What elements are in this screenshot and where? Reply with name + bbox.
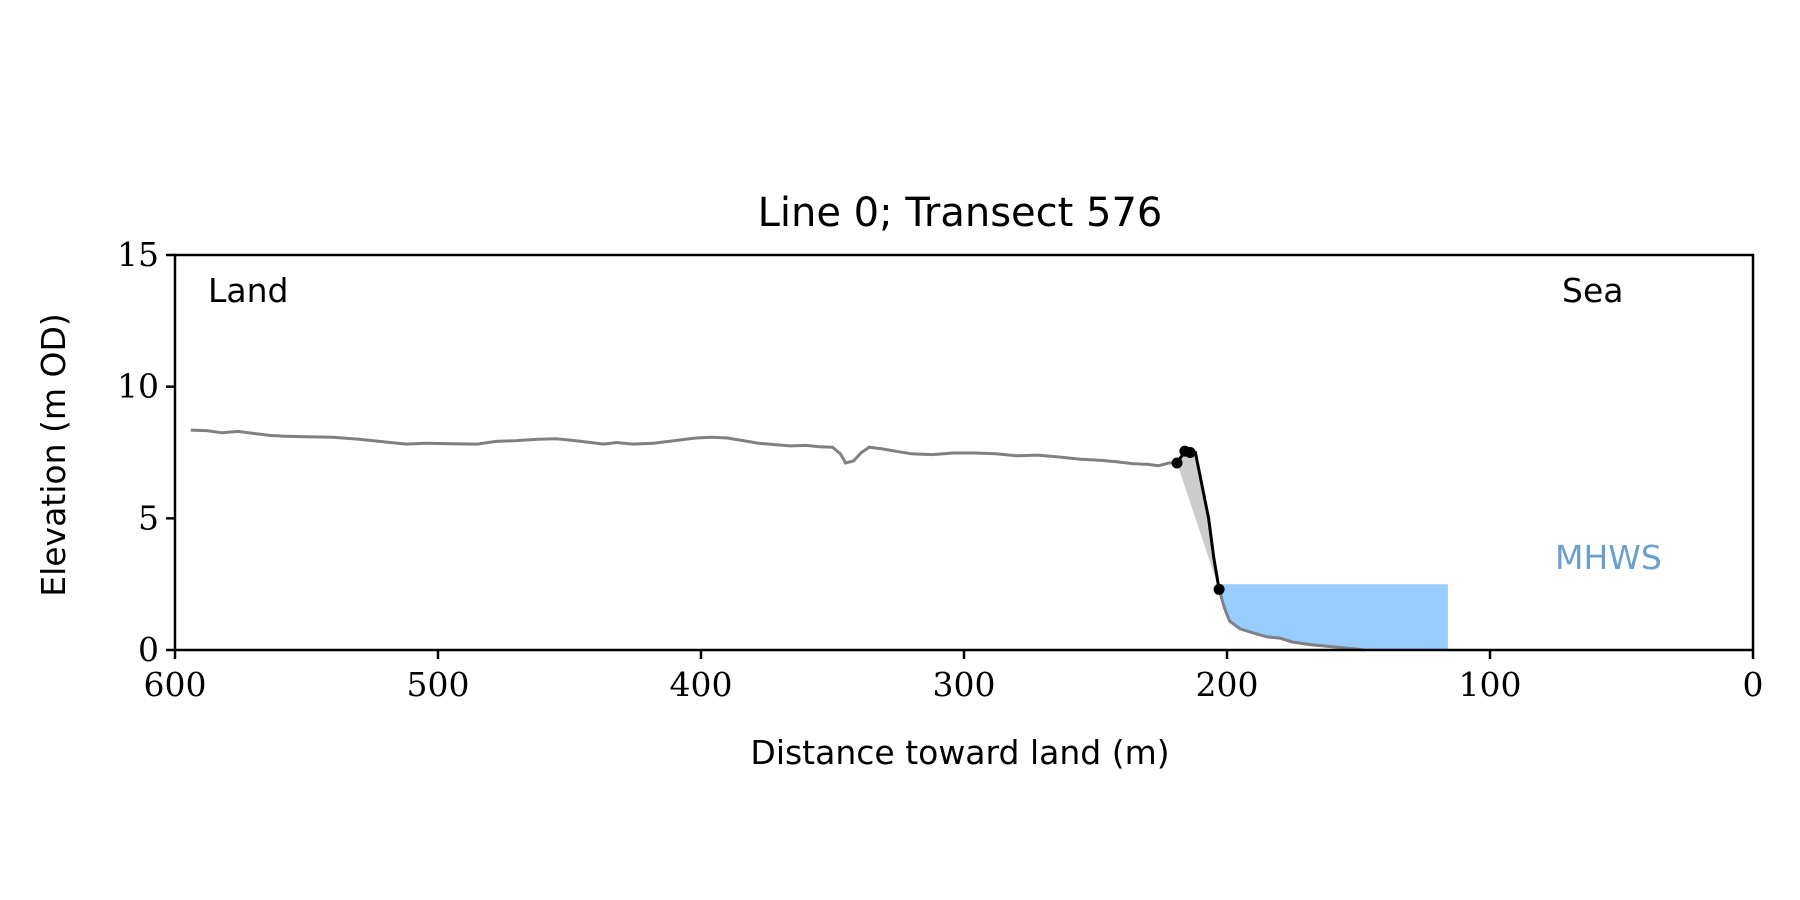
x-tick-label-5: 100 [1459, 665, 1522, 704]
plot-area [190, 428, 1448, 652]
x-axis-label: Distance toward land (m) [750, 733, 1169, 772]
toe-line [1217, 588, 1364, 652]
mhws-fill [1216, 584, 1448, 650]
y-tick-label-3: 15 [117, 235, 159, 274]
y-axis-label: Elevation (m OD) [34, 313, 73, 597]
y-tick-label-1: 5 [138, 498, 159, 537]
y-tick-label-2: 10 [117, 367, 159, 406]
cliff-point-2 [1184, 447, 1196, 458]
mhws-annotation: MHWS [1555, 538, 1662, 577]
sea-annotation: Sea [1562, 271, 1623, 310]
cliff-shade [1177, 451, 1220, 590]
cliff-point-0 [1171, 457, 1183, 469]
cliff-point-3 [1213, 583, 1225, 595]
x-tick-label-2: 400 [670, 665, 733, 704]
chart-title: Line 0; Transect 576 [758, 190, 1163, 236]
x-tick-label-3: 300 [933, 665, 996, 704]
x-tick-label-1: 500 [407, 665, 470, 704]
axes: 600 500 400 300 200 100 0 0 5 10 15 [117, 235, 1764, 704]
profile-line [190, 428, 1177, 468]
x-tick-label-0: 600 [144, 665, 207, 704]
x-tick-label-4: 200 [1196, 665, 1259, 704]
x-tick-label-6: 0 [1743, 665, 1764, 704]
land-annotation: Land [208, 271, 288, 310]
y-tick-label-0: 0 [138, 630, 159, 669]
